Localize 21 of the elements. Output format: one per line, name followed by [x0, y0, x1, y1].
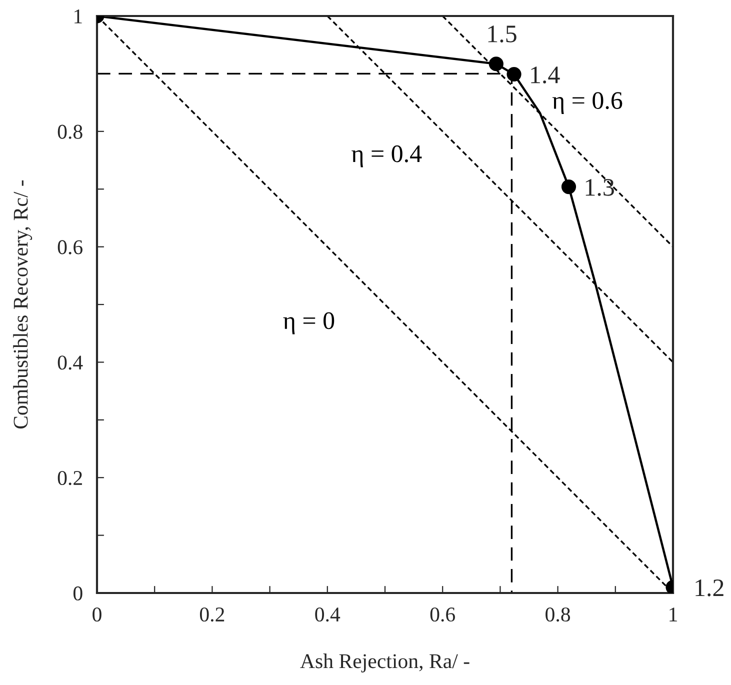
x-axis-title: Ash Rejection, Ra/ - [300, 654, 470, 672]
annotation: 1.5 [488, 26, 516, 42]
x-tick-label: 0 [92, 607, 102, 622]
y-tick-label: 1 [74, 9, 82, 24]
annotation: 1.4 [531, 66, 560, 84]
annotation: 1.2 [696, 579, 724, 596]
y-tick-label: 0.2 [58, 470, 82, 486]
x-tick-label: 0.8 [546, 607, 570, 622]
annotation: 1.3 [586, 179, 614, 196]
y-tick-label: 0.8 [58, 124, 82, 139]
y-tick-label: 0 [73, 586, 82, 600]
y-tick-label: 0.6 [58, 240, 82, 254]
x-tick-label: 0.2 [200, 607, 224, 622]
series-label: η = 0.6 [552, 92, 622, 114]
y-tick-label: 0.4 [58, 356, 83, 370]
y-axis-title: Combustibles Recovery, Rc/ - [13, 180, 32, 429]
x-tick-label: 0.4 [315, 607, 340, 622]
series-label: η = 0.4 [352, 145, 422, 168]
series-label: η = 0 [283, 312, 334, 334]
x-tick-label: 0.6 [430, 607, 455, 622]
x-tick-label: 1 [670, 608, 677, 622]
